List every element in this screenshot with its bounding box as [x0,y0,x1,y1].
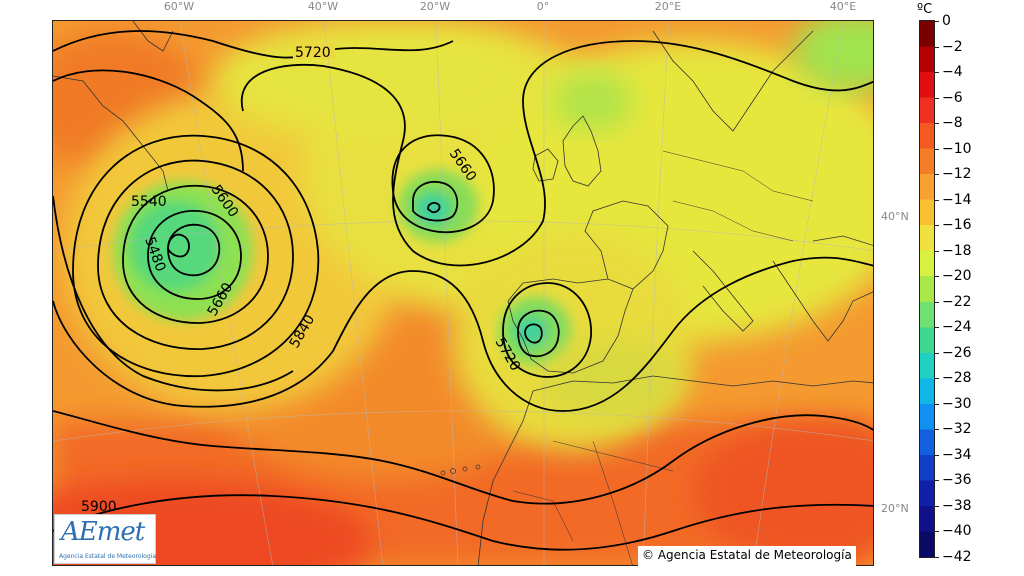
colorbar-tick-mark [935,148,939,150]
colorbar-tick-label: −40 [942,523,972,540]
colorbar-tick-mark [935,276,939,278]
colorbar-tick-mark [935,352,939,354]
contour-label: 5900 [81,499,117,515]
colorbar-tick-label: 0 [942,13,951,29]
colorbar-tick-mark [935,21,939,22]
colorbar-tick-label: −26 [942,344,972,361]
colorbar-tick-label: −34 [942,446,972,463]
colorbar-tick-mark [935,250,939,252]
colorbar-tick-label: −22 [942,293,972,310]
colorbar-tick-label: −10 [942,140,972,157]
logo-mark: AEmet [61,517,145,547]
map-canvas: 5720 5660 5540 5600 5480 5660 5840 5720 … [53,21,873,565]
canary-islands [440,464,481,476]
colorbar-tick-mark [935,97,939,99]
colorbar-tick-label: −36 [942,472,972,489]
colorbar-tick-mark [935,327,939,329]
colorbar-tick-mark [935,454,939,456]
colorbar-tick-mark [935,225,939,227]
lon-label-40e: 40°E [829,0,857,13]
colorbar-tick-label: −38 [942,497,972,514]
colorbar-tick-label: −30 [942,395,972,412]
colorbar-tick-mark [935,429,939,431]
colorbar-tick-mark [935,480,939,482]
logo-subtitle: Agencia Estatal de Meteorología [59,553,156,560]
colorbar-unit: ºC [917,2,933,17]
lon-label-40w: 40°W [307,0,339,13]
colorbar-tick-label: −6 [942,89,963,106]
colorbar-tick-mark [935,199,939,201]
colorbar-tick-mark [935,46,939,48]
colorbar-tick-label: −42 [942,549,972,565]
coastlines [53,21,873,565]
contour-label: 5540 [131,194,167,210]
colorbar-tick-label: −28 [942,370,972,387]
colorbar-tick-mark [935,378,939,380]
colorbar-tick-label: −20 [942,268,972,285]
colorbar-tick-mark [935,72,939,74]
colorbar [919,20,935,558]
lon-label-0: 0° [536,0,550,13]
colorbar-tick-mark [935,123,939,125]
colorbar-tick-mark [935,174,939,176]
colorbar-tick-label: −14 [942,191,972,208]
colorbar-tick-label: −2 [942,38,963,55]
lon-label-20e: 20°E [654,0,682,13]
aemet-logo: AEmet Agencia Estatal de Meteorología [54,514,156,564]
lat-label-40n: 40°N [881,210,909,223]
copyright-notice: © Agencia Estatal de Meteorología [638,546,856,566]
colorbar-tick-label: −24 [942,319,972,336]
lon-label-20w: 20°W [419,0,451,13]
colorbar-tick-mark [935,301,939,303]
colorbar-tick-label: −12 [942,166,972,183]
colorbar-tick-label: −16 [942,217,972,234]
colorbar-tick-label: −4 [942,64,963,81]
weather-map[interactable]: 5720 5660 5540 5600 5480 5660 5840 5720 … [52,20,874,566]
colorbar-tick-label: −18 [942,242,972,259]
colorbar-tick-label: −8 [942,115,963,132]
geopotential-contours [53,30,873,551]
contour-label: 5720 [295,45,331,61]
colorbar-tick-mark [935,531,939,533]
colorbar-tick-mark [935,403,939,405]
lon-label-60w: 60°W [163,0,195,13]
colorbar-tick-label: −32 [942,421,972,438]
lat-label-20n: 20°N [881,502,909,515]
colorbar-tick-mark [935,505,939,507]
colorbar-tick-mark [935,557,939,558]
